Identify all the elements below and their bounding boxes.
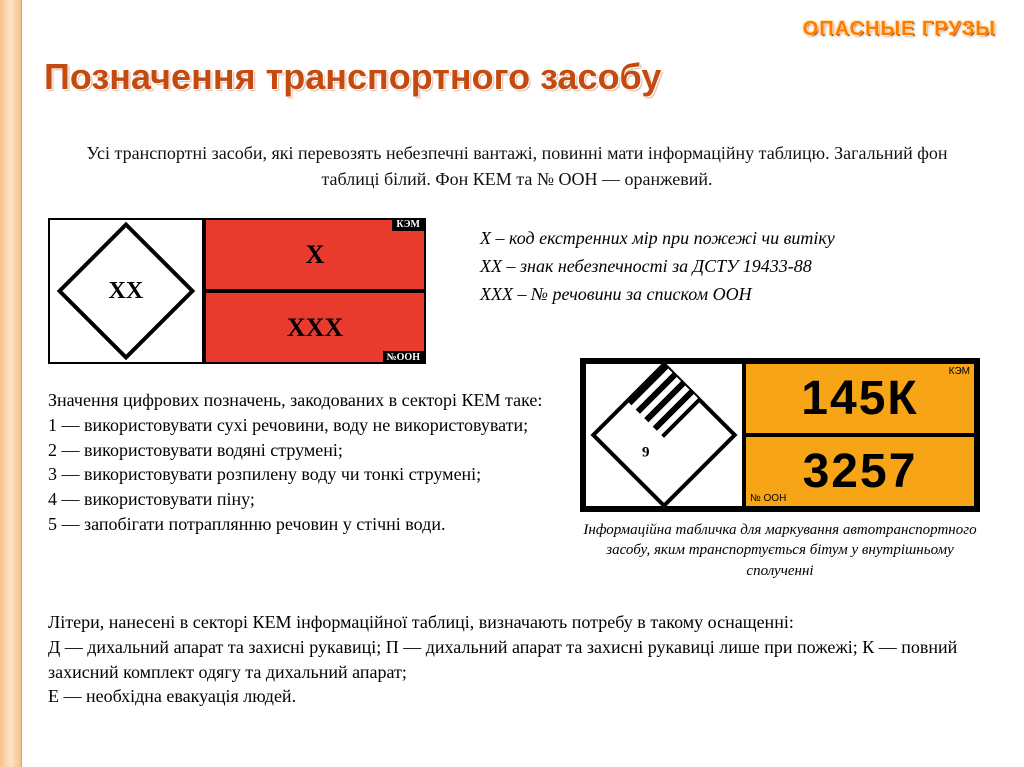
plate-b-oon-label: № ООН: [750, 493, 786, 504]
schematic-plate: XX КЭМ X XXX №ООН: [48, 218, 426, 364]
kem-item-2: 2 — використовувати водяні струмені;: [48, 438, 568, 463]
plate-b-top-text: 145К: [801, 371, 918, 426]
legend-block: X – код екстренних мір при пожежі чи вит…: [480, 225, 984, 309]
kem-item-3: 3 — використовувати розпилену воду чи то…: [48, 462, 568, 487]
plate-a-diamond: XX: [57, 222, 196, 361]
kem-meaning-block: Значення цифрових позначень, закодованих…: [48, 388, 568, 537]
plate-a-kem-label: КЭМ: [392, 218, 424, 231]
kem-item-5: 5 — запобігати потраплянню речовин у сті…: [48, 512, 568, 537]
kem-item-4: 4 — використовувати піну;: [48, 487, 568, 512]
legend-line-3: XXX – № речовини за списком ООН: [480, 281, 984, 309]
plate-b-kem-label: КЭМ: [949, 366, 970, 377]
plate-b-diamond-number: 9: [642, 445, 650, 462]
plate-a-bottom-cell: XXX №ООН: [204, 291, 426, 364]
plate-a-bottom-text: XXX: [287, 313, 343, 343]
plate-a-top-cell: КЭМ X: [204, 218, 426, 291]
kem-item-1: 1 — використовувати сухі речовини, воду …: [48, 413, 568, 438]
letters-block: Літери, нанесені в секторі КЕМ інформаці…: [48, 610, 980, 709]
plate-b-bottom-cell: 3257 № ООН: [746, 437, 974, 506]
plate-a-oon-label: №ООН: [383, 351, 424, 364]
hazard-stripes-icon: [627, 364, 701, 438]
plate-b-bottom-text: 3257: [803, 444, 918, 499]
plate-a-top-text: X: [306, 240, 325, 270]
kem-intro: Значення цифрових позначень, закодованих…: [48, 388, 568, 413]
legend-line-2: XX – знак небезпечності за ДСТУ 19433-88: [480, 253, 984, 281]
plate-a-diamond-wrap: XX: [48, 218, 204, 364]
legend-line-1: X – код екстренних мір при пожежі чи вит…: [480, 225, 984, 253]
example-plate: 9 КЭМ 145К 3257 № ООН: [580, 358, 980, 512]
plate-b-top-cell: КЭМ 145К: [746, 364, 974, 437]
plate-a-diamond-text: XX: [109, 277, 144, 304]
intro-text: Усі транспортні засоби, які перевозять н…: [60, 140, 974, 192]
slide-title: Позначення транспортного засобу: [44, 56, 661, 98]
slide-left-border: [0, 0, 22, 767]
plate-b-caption: Інформаційна табличка для маркування авт…: [580, 520, 980, 581]
header-caption: ОПАСНЫЕ ГРУЗЫ: [803, 18, 996, 41]
plate-b-diamond: 9: [590, 361, 737, 508]
plate-b-diamond-wrap: 9: [586, 364, 746, 506]
